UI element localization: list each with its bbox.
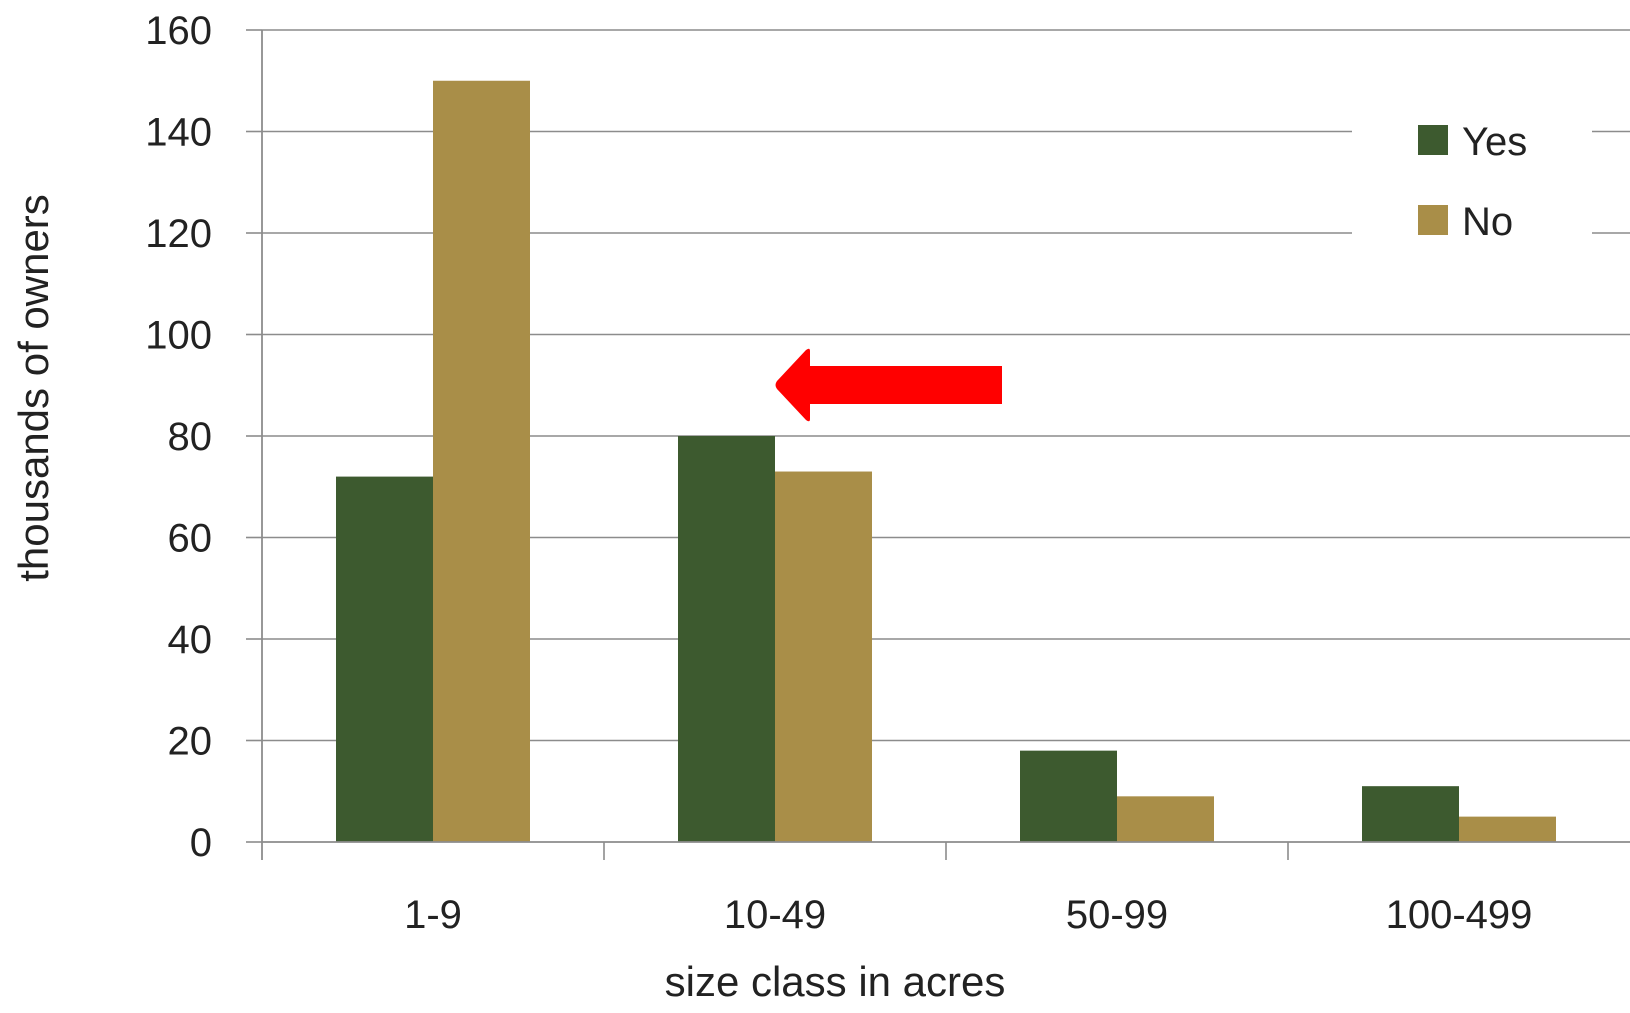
x-axis-ticks: 1-9 10-49 50-99 100-499 <box>404 842 1532 937</box>
y-tick-label: 120 <box>145 212 212 256</box>
bar-yes-100-499 <box>1362 786 1459 842</box>
bar-no-10-49 <box>775 471 872 842</box>
legend: Yes No <box>1418 120 1527 244</box>
x-axis-label: size class in acres <box>665 958 1006 1005</box>
legend-swatch-no <box>1418 205 1448 235</box>
y-axis-label: thousands of owners <box>10 194 57 582</box>
legend-label-yes: Yes <box>1462 120 1527 164</box>
bar-no-50-99 <box>1117 796 1214 842</box>
x-tick-label: 50-99 <box>1066 893 1168 937</box>
bar-no-1-9 <box>433 80 530 842</box>
y-tick-label: 60 <box>168 517 213 561</box>
bars <box>336 80 1556 842</box>
bar-no-100-499 <box>1459 816 1556 842</box>
y-tick-label: 160 <box>145 9 212 53</box>
x-tick-label: 1-9 <box>404 893 462 937</box>
bar-yes-10-49 <box>678 436 775 842</box>
y-tick-label: 140 <box>145 111 212 155</box>
bar-yes-50-99 <box>1020 750 1117 842</box>
x-tick-label: 100-499 <box>1386 893 1533 937</box>
y-tick-label: 0 <box>190 821 212 865</box>
legend-swatch-yes <box>1418 125 1448 155</box>
legend-label-no: No <box>1462 200 1513 244</box>
bar-yes-1-9 <box>336 476 433 842</box>
red-arrow-annotation <box>775 348 1002 422</box>
y-axis-ticks: 0 20 40 60 80 100 120 140 160 <box>145 9 262 865</box>
y-tick-label: 80 <box>168 415 213 459</box>
x-tick-label: 10-49 <box>724 893 826 937</box>
y-tick-label: 100 <box>145 314 212 358</box>
y-tick-label: 40 <box>168 618 213 662</box>
y-tick-label: 20 <box>168 720 213 764</box>
